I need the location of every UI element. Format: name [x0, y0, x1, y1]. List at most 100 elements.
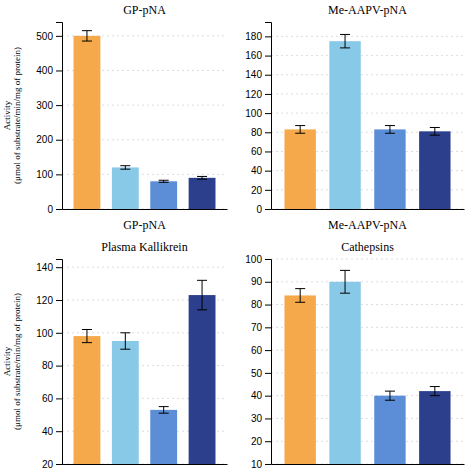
y-tick: 50	[251, 368, 271, 379]
y-tick-mark	[56, 464, 62, 465]
y-tick: 60	[42, 393, 62, 404]
y-tick-mark	[265, 259, 271, 260]
y-tick-label: 20	[251, 436, 263, 447]
y-tick-label: 200	[36, 134, 53, 145]
x-axis-title: GP-pNA	[123, 218, 166, 232]
grid-line	[271, 281, 464, 282]
error-bar-line	[430, 387, 440, 396]
y-tick-label: 100	[36, 169, 53, 180]
error-bar	[120, 333, 130, 349]
y-axis-line	[265, 23, 272, 210]
y-tick-label: 40	[251, 165, 263, 176]
y-tick-label: 100	[245, 108, 262, 119]
y-tick-label: 80	[251, 299, 263, 310]
error-bar	[295, 289, 305, 303]
y-tick: 90	[251, 276, 271, 287]
y-axis-title: Activity(μmol of substrate/min/mg of pro…	[2, 47, 22, 184]
y-tick-label: 180	[245, 31, 262, 42]
y-tick: 30	[251, 413, 271, 424]
error-bar-line	[159, 180, 169, 182]
figure: 0 100 200 300 400 500 GP-pNA GP-pNA Activity(μmo…	[0, 0, 474, 474]
error-bar	[197, 176, 207, 179]
y-tick: 500	[36, 31, 62, 42]
y-tick-label: 0	[47, 204, 53, 215]
bar	[112, 167, 139, 209]
y-tick-mark	[265, 190, 271, 191]
y-tick-label: 140	[36, 262, 53, 273]
y-tick: 40	[251, 165, 271, 176]
y-tick: 100	[245, 254, 271, 265]
y-tick-label: 100	[36, 328, 53, 339]
y-tick: 20	[251, 185, 271, 196]
bar	[374, 129, 405, 209]
bar	[374, 396, 405, 464]
y-tick-mark	[265, 56, 271, 57]
bar	[189, 295, 216, 464]
error-bar	[385, 391, 395, 400]
error-bar-line	[120, 166, 130, 169]
y-tick-label: 80	[42, 360, 54, 371]
bar	[74, 36, 101, 209]
bar	[112, 341, 139, 464]
grid-line	[271, 113, 464, 114]
y-axis: 020406080100120140160180	[245, 23, 271, 215]
y-tick-label: 300	[36, 100, 53, 111]
marks	[284, 270, 450, 464]
y-tick: 20	[251, 436, 271, 447]
y-axis: 20 40 60 80 100 120 140	[36, 260, 62, 470]
y-tick-mark	[56, 209, 62, 210]
y-tick-mark	[56, 333, 62, 334]
x-axis	[272, 464, 465, 465]
y-tick: 140	[245, 69, 271, 80]
y-tick-mark	[56, 70, 62, 71]
bar	[284, 295, 315, 464]
panel: 0 100 200 300 400 500 GP-pNA GP-pNA Activity(μmo…	[2, 3, 228, 232]
y-tick: 0	[47, 204, 62, 215]
marks	[74, 280, 216, 464]
y-tick: 20	[42, 459, 62, 470]
x-axis-line	[63, 464, 228, 465]
title: Cathepsins	[341, 240, 394, 254]
panel: 020406080100120140160180Me-AAPV-pNAMe-AA…	[245, 3, 464, 232]
y-tick-label: 30	[251, 413, 263, 424]
grid-line	[62, 267, 227, 268]
y-tick-mark	[265, 151, 271, 152]
y-tick: 40	[42, 426, 62, 437]
y-tick: 400	[36, 65, 62, 76]
panel: 102030405060708090100Cathepsins	[245, 240, 464, 470]
y-tick-mark	[265, 373, 271, 374]
y-tick-label: 70	[251, 322, 263, 333]
y-tick-label: 120	[36, 295, 53, 306]
y-tick-mark	[265, 441, 271, 442]
y-tick: 140	[36, 262, 62, 273]
y-tick-label: 60	[251, 146, 263, 157]
y-tick-mark	[56, 36, 62, 37]
marks	[284, 34, 450, 209]
error-bar	[159, 407, 169, 414]
y-tick-label: 10	[251, 459, 263, 470]
y-tick-label: 100	[245, 254, 262, 265]
y-tick-mark	[265, 464, 271, 465]
title: GP-pNA	[123, 3, 166, 17]
title: Plasma Kallikrein	[101, 240, 187, 254]
error-bar-line	[295, 126, 305, 134]
bar	[150, 410, 177, 464]
y-axis-title-line: Activity	[2, 346, 12, 376]
error-bar-line	[82, 330, 92, 343]
y-tick: 180	[245, 31, 271, 42]
y-tick: 80	[251, 127, 271, 138]
y-tick-label: 20	[251, 185, 263, 196]
error-bar-line	[120, 333, 130, 349]
error-bar	[82, 31, 92, 41]
grid	[62, 36, 227, 209]
y-tick-mark	[265, 396, 271, 397]
chart-root: 0 100 200 300 400 500 GP-pNA GP-pNA Activity(μmo…	[0, 0, 474, 474]
error-bar	[430, 127, 440, 135]
y-tick-mark	[265, 75, 271, 76]
y-tick: 100	[36, 169, 62, 180]
y-axis-title: Activity(μmol of substrate/min/mg of pro…	[2, 293, 22, 430]
bar	[419, 391, 450, 464]
y-axis-line	[265, 260, 272, 465]
y-tick: 200	[36, 134, 62, 145]
y-axis-line	[56, 260, 63, 465]
